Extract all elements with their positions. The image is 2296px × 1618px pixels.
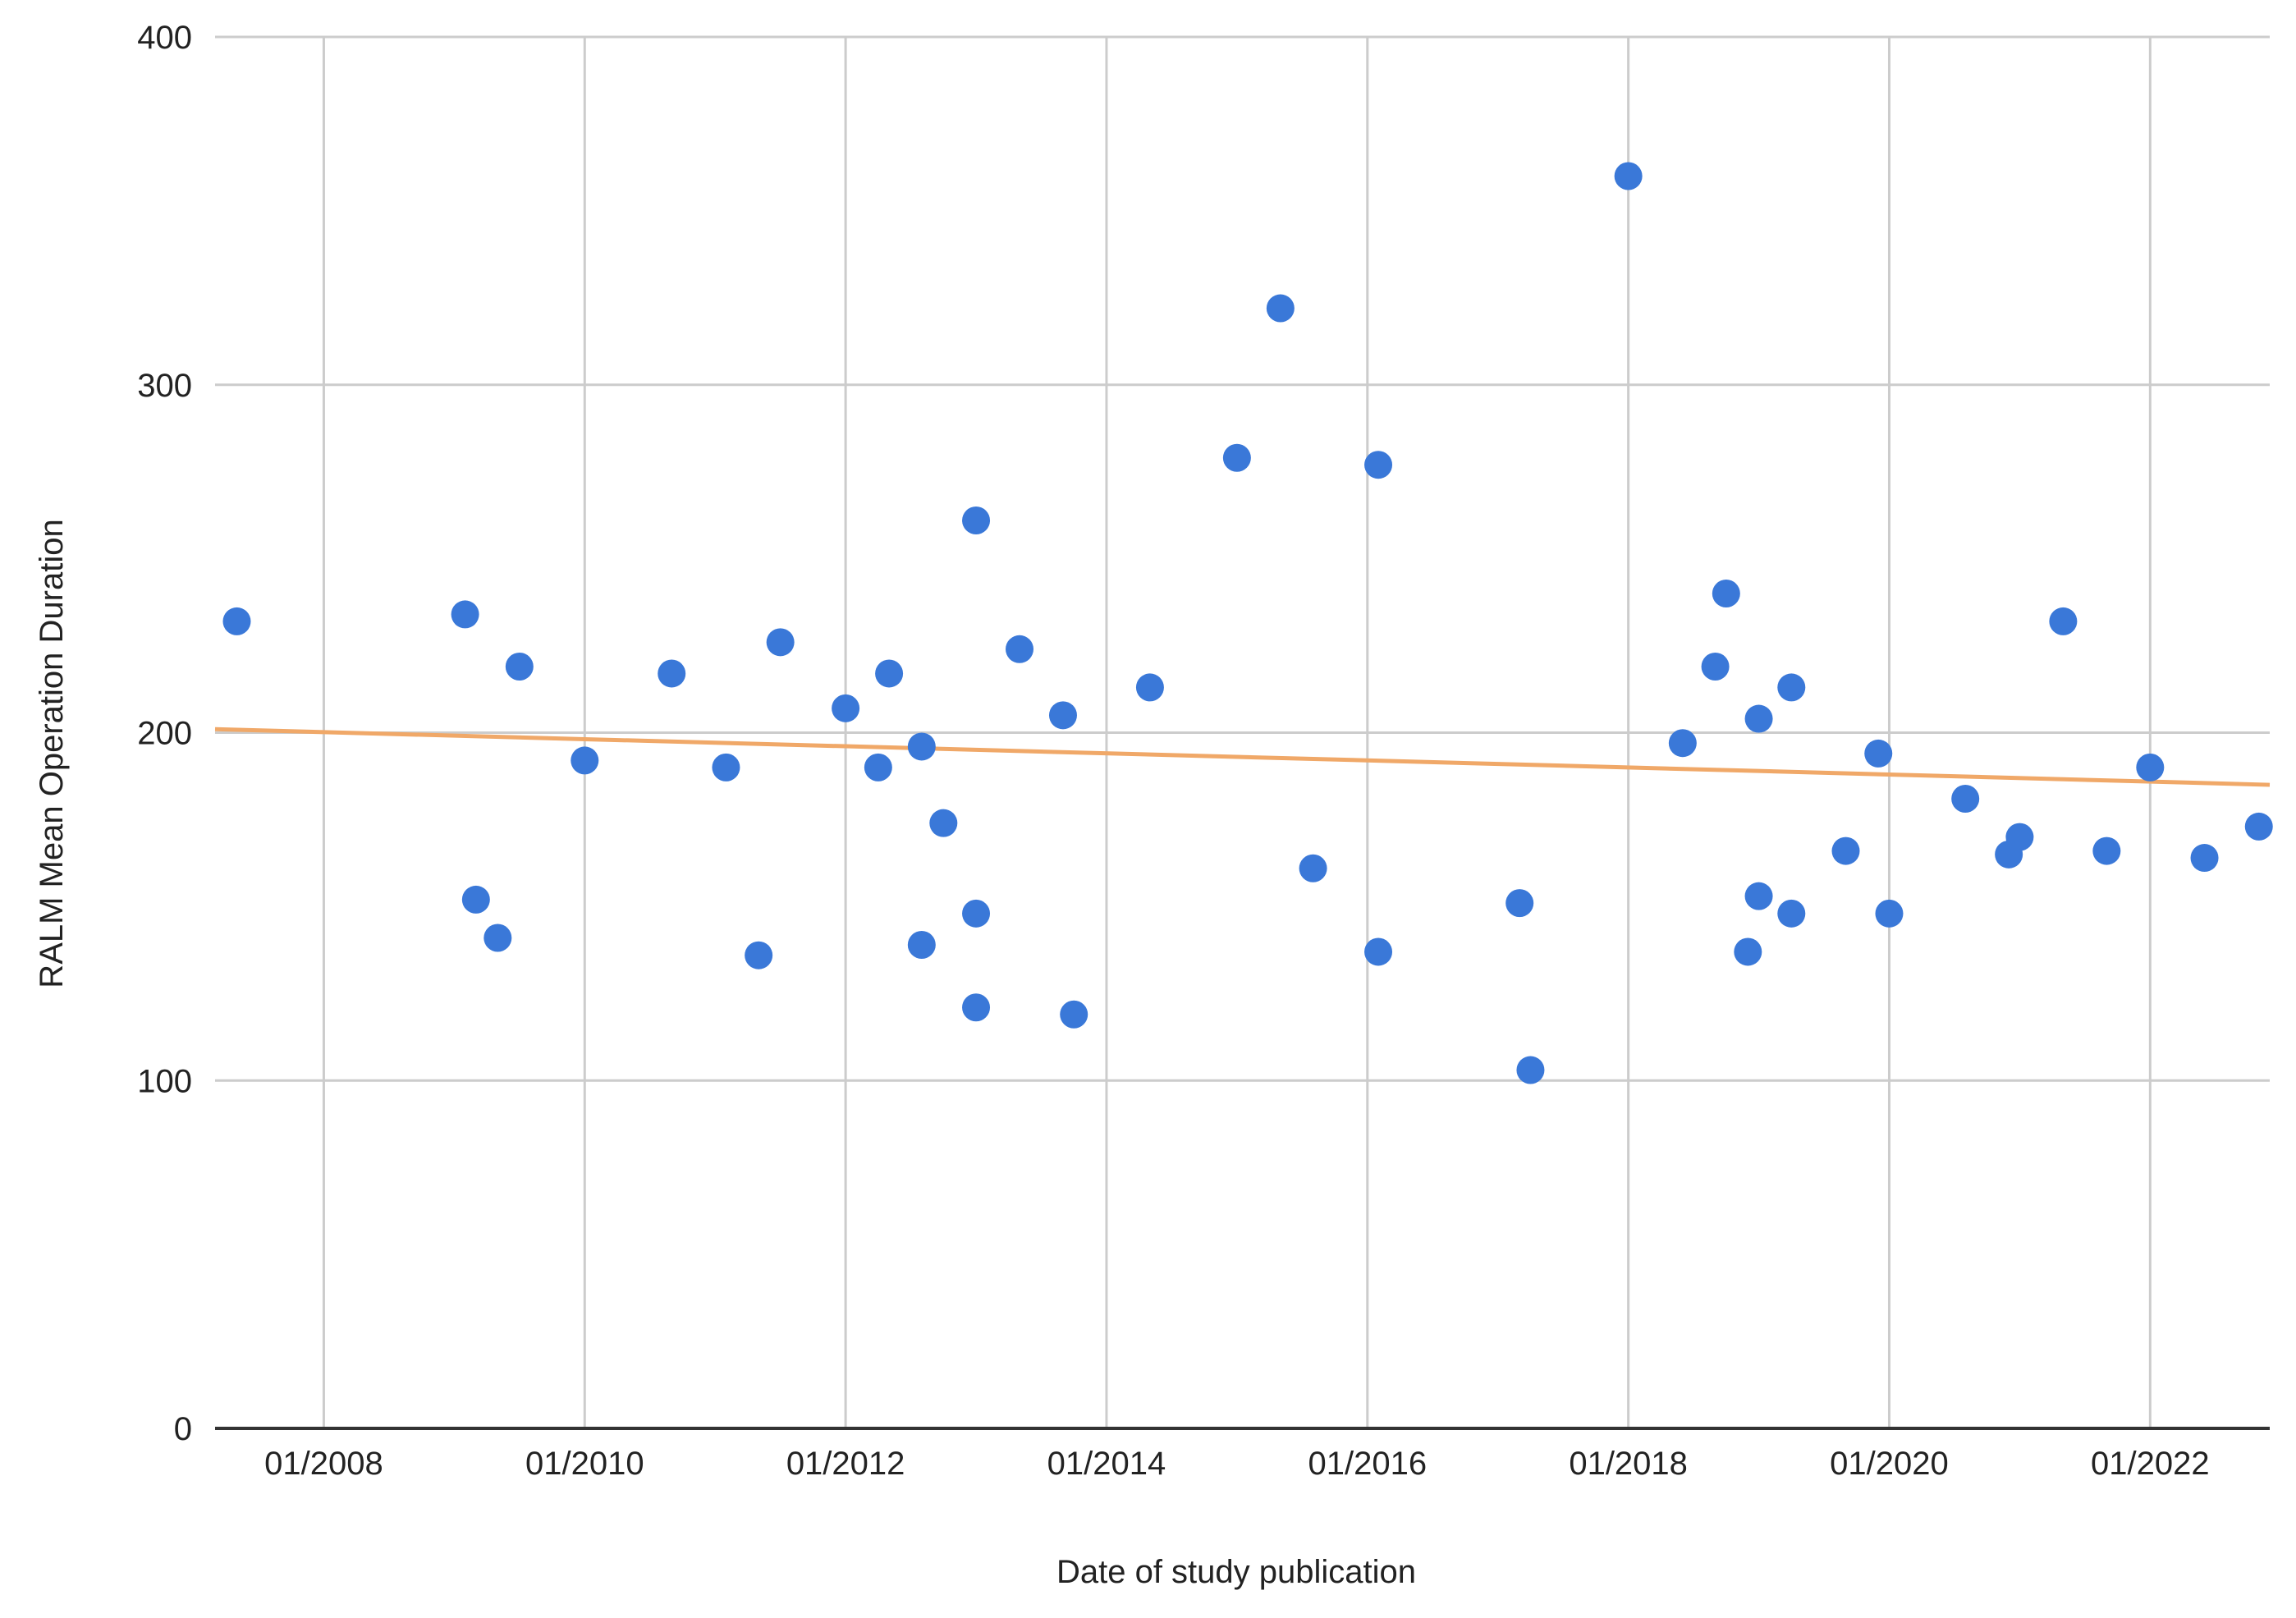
- x-tick-label: 01/2020: [1830, 1446, 1949, 1482]
- data-point: [1777, 673, 1806, 702]
- data-point: [1364, 937, 1393, 966]
- x-axis-ticks: 01/2008 01/2010 01/2012 01/2014 01/2016 01/20…: [264, 1446, 2209, 1482]
- data-point: [1712, 580, 1740, 607]
- data-point: [1875, 899, 1904, 928]
- data-point: [712, 753, 740, 781]
- x-axis-title: Date of study publication: [1056, 1554, 1416, 1590]
- y-tick-label: 400: [137, 20, 192, 56]
- x-tick-label: 01/2008: [264, 1446, 383, 1482]
- data-point: [222, 607, 251, 635]
- data-point: [1668, 729, 1697, 758]
- data-point: [1777, 899, 1806, 928]
- data-point: [907, 732, 936, 761]
- data-point: [1135, 673, 1164, 702]
- gridlines: [215, 35, 2270, 1428]
- data-point: [1516, 1056, 1545, 1084]
- data-point: [962, 506, 991, 535]
- y-tick-label: 100: [137, 1063, 192, 1099]
- data-point: [1222, 443, 1251, 472]
- data-point: [451, 600, 479, 629]
- y-axis-ticks: 0 100 200 300 400: [137, 20, 192, 1447]
- data-point: [907, 930, 936, 959]
- data-point: [2244, 812, 2273, 841]
- data-point: [1734, 937, 1762, 966]
- data-point: [1299, 854, 1327, 882]
- x-tick-label: 01/2022: [2091, 1446, 2210, 1482]
- data-point: [571, 746, 599, 775]
- data-point: [1744, 882, 1773, 910]
- data-point: [1006, 635, 1034, 663]
- trendline-layer: [214, 726, 2271, 787]
- data-point: [1505, 889, 1534, 918]
- data-point: [2092, 837, 2121, 865]
- data-point: [2049, 607, 2078, 635]
- x-tick-label: 01/2010: [525, 1446, 644, 1482]
- data-point: [2005, 823, 2034, 851]
- data-point: [1060, 1000, 1088, 1029]
- data-point: [1364, 451, 1393, 479]
- data-point: [505, 652, 534, 681]
- data-point: [875, 659, 904, 688]
- data-point: [962, 993, 991, 1022]
- data-point: [745, 941, 773, 969]
- data-point: [461, 885, 490, 914]
- data-point: [1048, 701, 1077, 730]
- data-point: [1614, 162, 1643, 190]
- x-tick-label: 01/2012: [786, 1446, 905, 1482]
- data-point: [864, 753, 892, 781]
- y-axis-title: RALM Mean Operation Duration: [34, 519, 70, 988]
- data-point: [766, 628, 795, 657]
- data-point: [1701, 652, 1730, 681]
- data-point: [1951, 785, 1980, 814]
- data-point: [483, 924, 512, 952]
- data-point: [962, 899, 991, 928]
- data-point: [832, 694, 860, 722]
- y-tick-label: 0: [174, 1411, 192, 1447]
- data-point: [929, 809, 958, 837]
- y-tick-label: 200: [137, 716, 192, 752]
- data-point: [2190, 844, 2219, 873]
- data-point: [1831, 837, 1860, 865]
- data-point: [1864, 739, 1893, 768]
- data-point: [1266, 294, 1295, 323]
- trendline: [214, 726, 2271, 787]
- data-point: [658, 659, 686, 688]
- x-tick-label: 01/2018: [1569, 1446, 1688, 1482]
- x-tick-label: 01/2016: [1308, 1446, 1428, 1482]
- data-points: [222, 162, 2273, 1084]
- x-tick-label: 01/2014: [1047, 1446, 1166, 1482]
- data-point: [1744, 704, 1773, 733]
- data-point: [2136, 753, 2165, 781]
- y-tick-label: 300: [137, 368, 192, 404]
